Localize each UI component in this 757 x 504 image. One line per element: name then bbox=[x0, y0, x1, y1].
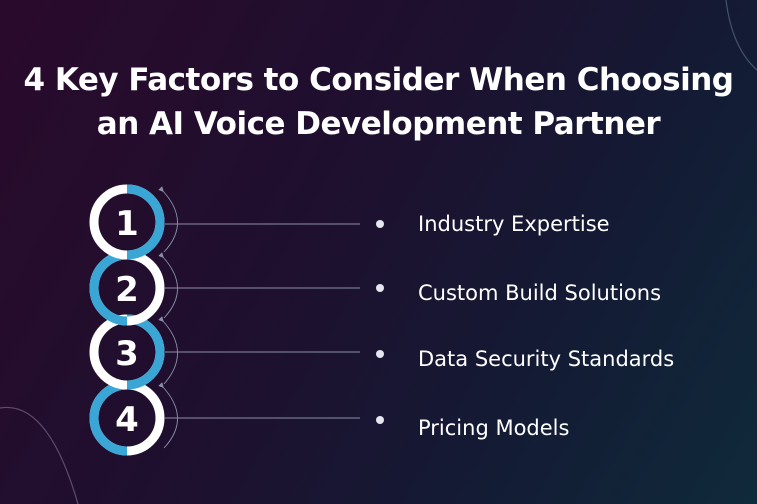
factor-number-1: 1 bbox=[115, 204, 139, 244]
factor-label-3: Data Security Standards bbox=[418, 347, 675, 371]
title-line-2: an AI Voice Development Partner bbox=[96, 106, 661, 142]
bottom-left-arc bbox=[0, 406, 79, 504]
bullet-dot-1 bbox=[376, 220, 384, 228]
bullet-dot-3 bbox=[376, 350, 384, 358]
curve-arrow-1 bbox=[158, 186, 178, 253]
factor-label-4: Pricing Models bbox=[418, 416, 570, 440]
bullet-dot-2 bbox=[376, 284, 384, 292]
factor-number-4: 4 bbox=[115, 400, 139, 440]
title-line-1: 4 Key Factors to Consider When Choosing bbox=[23, 62, 734, 98]
factor-label-1: Industry Expertise bbox=[418, 212, 610, 236]
curve-arrow-2 bbox=[158, 252, 178, 319]
curve-arrow-4 bbox=[158, 382, 178, 449]
top-right-arc bbox=[725, 0, 757, 71]
factor-circle-1 bbox=[89, 184, 165, 260]
bullet-dot-4 bbox=[376, 416, 384, 424]
factor-number-3: 3 bbox=[115, 334, 139, 374]
factor-number-2: 2 bbox=[115, 270, 139, 310]
curve-arrow-3 bbox=[158, 316, 178, 385]
page-title: 4 Key Factors to Consider When Choosing … bbox=[0, 58, 757, 146]
factor-label-2: Custom Build Solutions bbox=[418, 281, 662, 305]
